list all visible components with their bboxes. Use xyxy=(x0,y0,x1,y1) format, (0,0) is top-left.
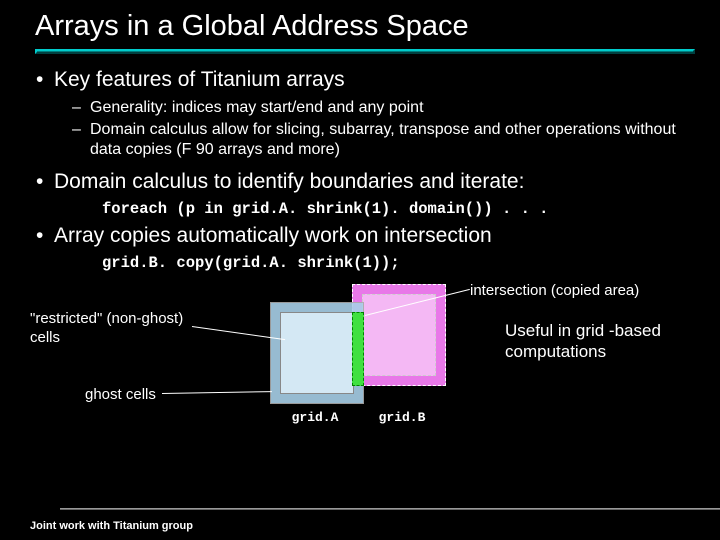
label-restricted: "restricted" (non-ghost) cells xyxy=(30,310,210,348)
grid-b-label: grid.B xyxy=(372,410,432,425)
bullet-generality: Generality: indices may start/end and an… xyxy=(90,98,680,118)
code-foreach: foreach (p in grid.A. shrink(1). domain(… xyxy=(102,200,690,218)
bullet-domain-identify: Domain calculus to identify boundaries a… xyxy=(54,170,690,194)
title-underline xyxy=(35,49,695,54)
label-useful: Useful in grid -based computations xyxy=(505,320,675,363)
grid-a-label: grid.A xyxy=(285,410,345,425)
bullet-key-features: Key features of Titanium arrays xyxy=(54,68,690,92)
footer-text: Joint work with Titanium group xyxy=(30,520,193,532)
slide: Arrays in a Global Address Space Key fea… xyxy=(0,0,720,540)
label-ghost: ghost cells xyxy=(85,386,156,403)
grid-a-inner xyxy=(280,312,354,394)
code-copy: grid.B. copy(grid.A. shrink(1)); xyxy=(102,254,690,272)
slide-title: Arrays in a Global Address Space xyxy=(35,10,690,43)
diagram-area: "restricted" (non-ghost) cells ghost cel… xyxy=(30,280,690,450)
label-intersection: intersection (copied area) xyxy=(470,282,639,299)
bullet-domain-calculus: Domain calculus allow for slicing, subar… xyxy=(90,120,680,160)
footer-divider xyxy=(60,508,720,510)
bullet-array-copies: Array copies automatically work on inter… xyxy=(54,224,690,248)
arrow-ghost xyxy=(162,391,272,394)
intersection-strip xyxy=(352,312,364,386)
